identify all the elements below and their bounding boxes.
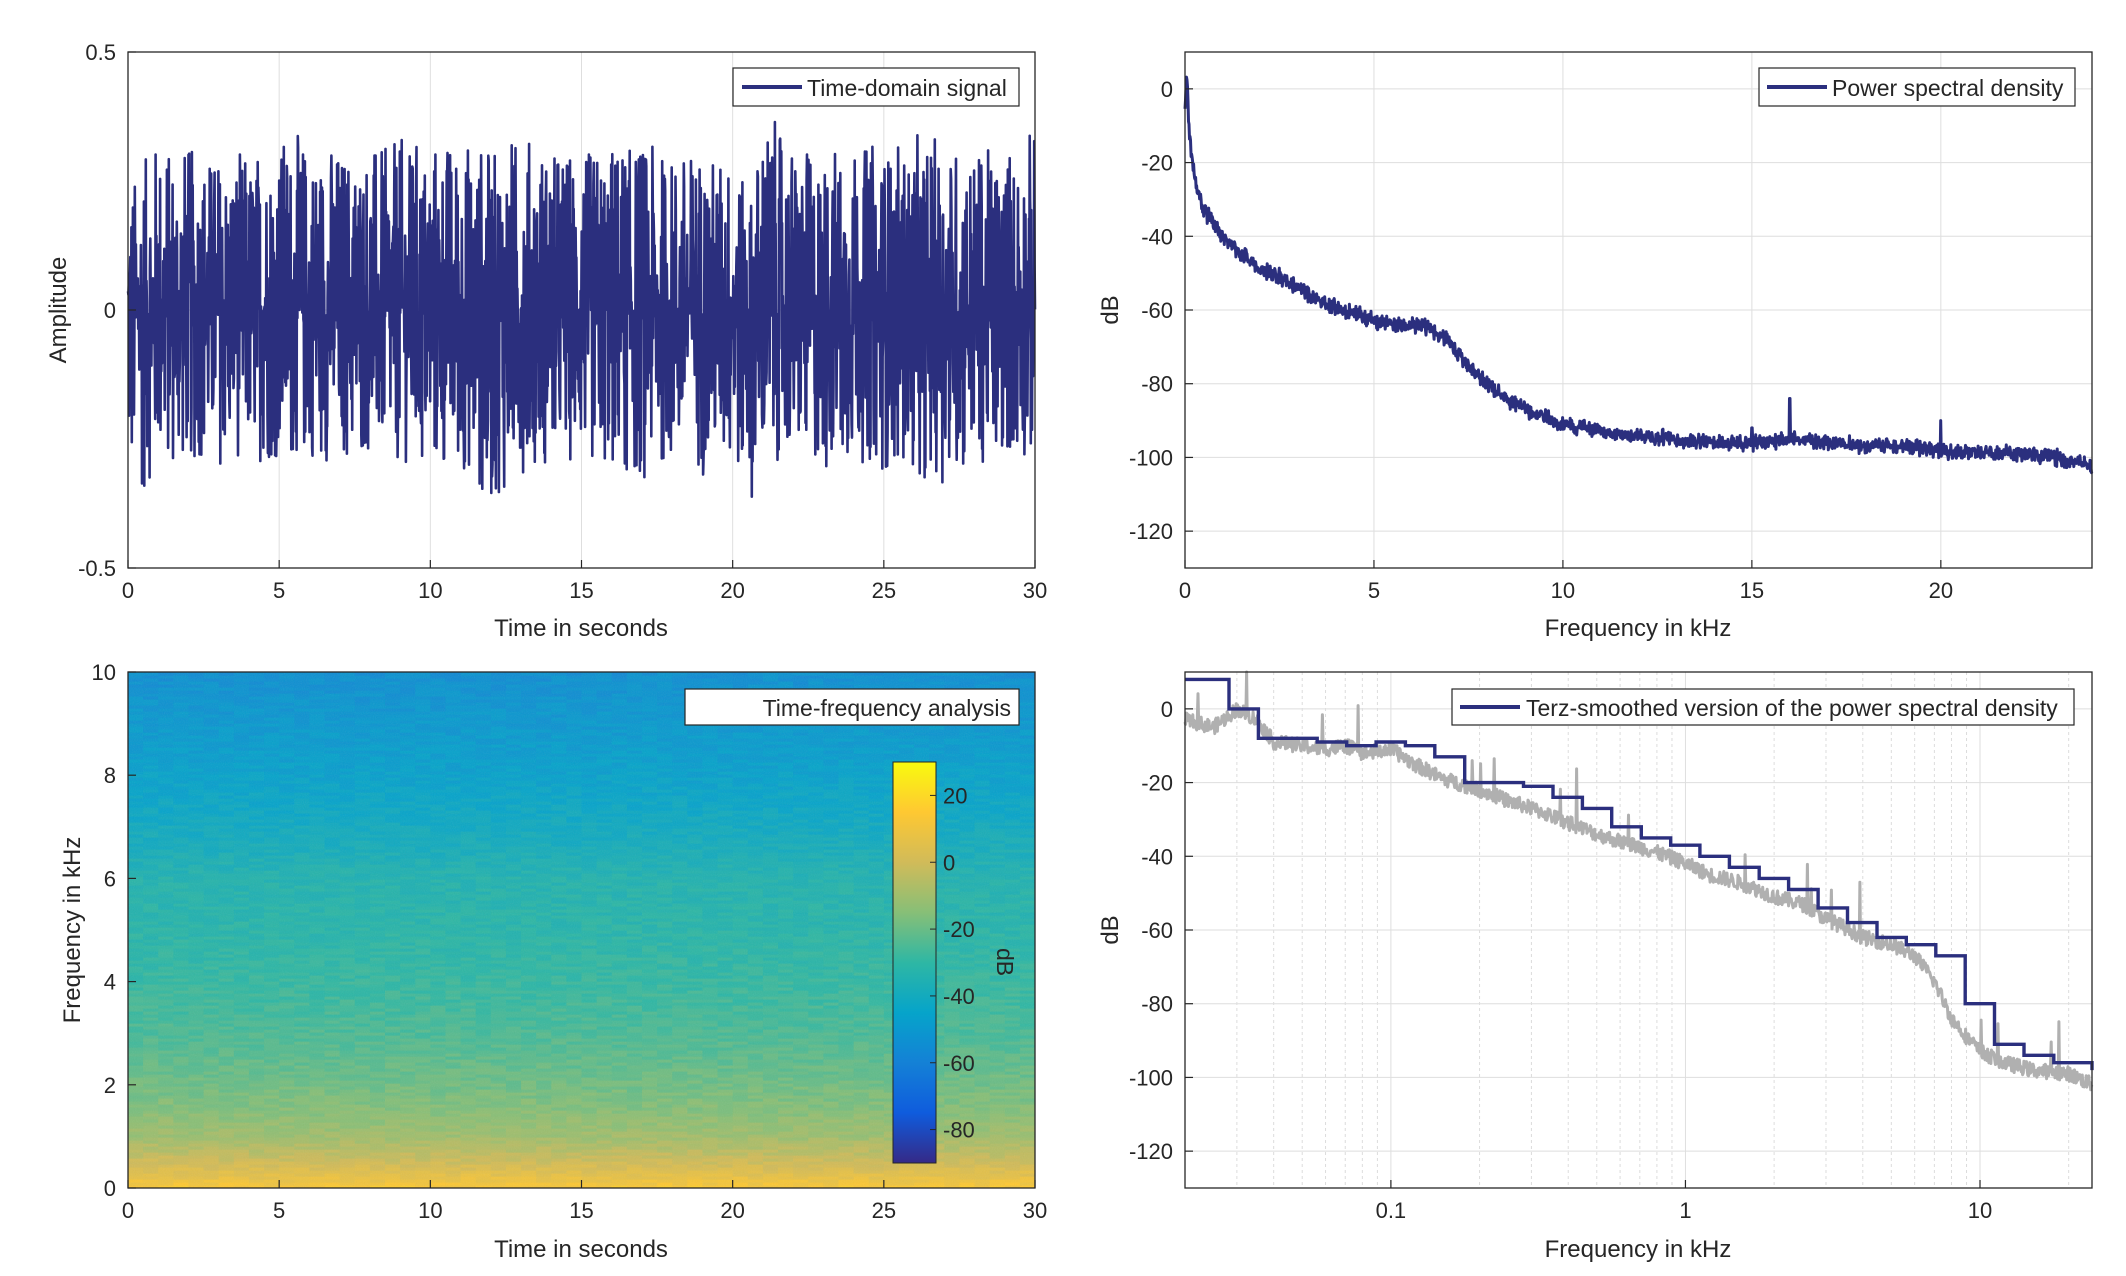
plot-power-spectral-density: 0 5 10 15 20 0 -20 -40 -60 -80 -100 -120 Frequency… [1097, 51, 2094, 642]
data-layer [1183, 75, 2094, 475]
y-axis-label: Amplitude [45, 257, 72, 364]
x-tick-labels: 0 5 10 15 20 25 30 [122, 560, 1047, 603]
y-tick-label: 0 [1161, 77, 1173, 102]
y-tick-labels: 0 -20 -40 -60 -80 -100 -120 [1129, 77, 1193, 544]
y-tick-label: -60 [1141, 298, 1173, 323]
x-tick-label: 20 [720, 578, 744, 603]
x-tick-labels: 0 5 10 15 20 [1179, 560, 1953, 603]
x-tick-label: 30 [1023, 578, 1047, 603]
y-tick-label: 0.5 [85, 40, 116, 65]
y-tick-label: -100 [1129, 445, 1173, 470]
x-tick-label: 25 [872, 578, 896, 603]
x-axis-label: Frequency in kHz [1545, 615, 1732, 642]
legend-label: Power spectral density [1832, 75, 2064, 101]
grid [1184, 52, 2092, 568]
y-tick-label: -40 [1141, 224, 1173, 249]
x-tick-label: 20 [1929, 578, 1953, 603]
y-tick-label: -120 [1129, 519, 1173, 544]
x-tick-label: 15 [569, 578, 593, 603]
legend: Time-domain signal [732, 67, 1020, 107]
y-tick-label: -0.5 [78, 556, 116, 581]
x-tick-label: 15 [1740, 578, 1764, 603]
x-tick-label: 0 [1179, 578, 1191, 603]
y-tick-label: 0 [104, 298, 116, 323]
y-tick-label: -20 [1141, 151, 1173, 176]
x-tick-label: 5 [1368, 578, 1380, 603]
x-tick-label: 10 [418, 578, 442, 603]
x-axis-label: Time in seconds [494, 615, 668, 642]
x-tick-label: 0 [122, 578, 134, 603]
y-tick-labels: -0.5 0 0.5 [78, 40, 136, 581]
x-tick-label: 10 [1551, 578, 1575, 603]
legend: Power spectral density [1758, 67, 2076, 107]
data-layer [126, 120, 1037, 498]
y-tick-label: -80 [1141, 372, 1173, 397]
legend-label: Time-domain signal [807, 75, 1007, 101]
signal-line [126, 120, 1037, 498]
y-axis-label: dB [1097, 295, 1124, 324]
x-tick-label: 5 [273, 578, 285, 603]
plot-time-domain: 0 5 10 15 20 25 30 -0.500.5 Time in seconds Am… [45, 40, 1047, 642]
